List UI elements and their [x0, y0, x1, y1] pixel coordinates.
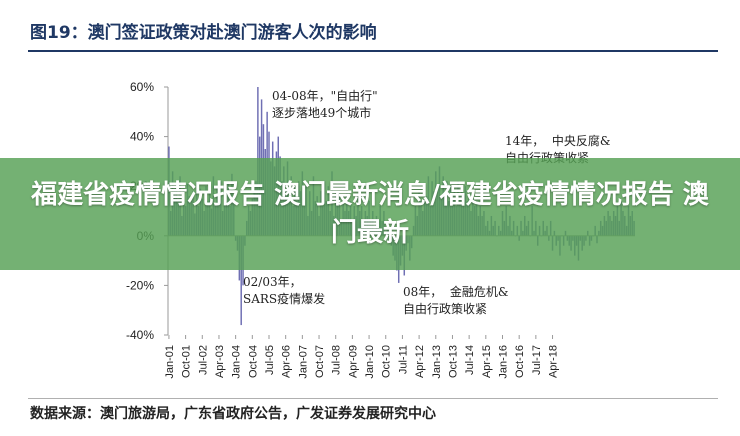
- x-tick-label: Jan-04: [231, 345, 243, 379]
- x-tick-label: Oct-13: [448, 345, 460, 378]
- x-tick-label: Jan-01: [164, 345, 176, 379]
- x-tick-label: Oct-16: [514, 345, 526, 378]
- title-divider: [28, 50, 718, 52]
- x-tick-label: Jul-02: [197, 345, 209, 375]
- x-tick-label: Jan-16: [498, 345, 510, 379]
- x-tick-label: Jan-10: [364, 345, 376, 379]
- y-tick-label: 40%: [130, 130, 154, 144]
- x-tick-label: Oct-10: [381, 345, 393, 378]
- x-tick-label: Apr-09: [347, 345, 359, 378]
- y-tick-label: -20%: [126, 278, 154, 292]
- x-tick-label: Apr-12: [414, 345, 426, 378]
- x-tick-label: Jul-08: [331, 345, 343, 375]
- x-tick-label: Jul-11: [397, 345, 409, 374]
- source-note: 数据来源：澳门旅游局，广东省政府公告，广发证券发展研究中心: [30, 406, 436, 422]
- x-tick-label: Apr-18: [548, 345, 560, 378]
- bar: [240, 235, 242, 326]
- figure-title: 图19：澳门签证政策对赴澳门游客人次的影响: [30, 23, 377, 43]
- x-tick-label: Jul-17: [531, 345, 543, 375]
- x-tick-label: Apr-15: [481, 345, 493, 378]
- overlay-banner: 福建省疫情情况报告 澳门最新消息/福建省疫情情况报告 澳门最新: [0, 158, 740, 270]
- source-divider: [28, 398, 718, 399]
- annotation-free-travel: 04-08年，"自由行" 逐步落地49个城市: [272, 89, 378, 120]
- x-tick-label: Jul-14: [464, 345, 476, 375]
- x-tick-label: Jan-13: [431, 345, 443, 379]
- annotation-financial-crisis: 08年， 金融危机& 自由行政策收紧: [403, 285, 509, 316]
- y-tick-label: -40%: [126, 328, 154, 342]
- y-tick-label: 60%: [130, 80, 154, 94]
- x-tick-label: Apr-03: [214, 345, 226, 378]
- annotation-sars: 02/03年， SARS疫情爆发: [243, 275, 326, 306]
- x-tick-label: Oct-04: [247, 345, 259, 378]
- x-tick-label: Jan-07: [297, 345, 309, 379]
- banner-headline: 福建省疫情情况报告 澳门最新消息/福建省疫情情况报告 澳门最新: [31, 180, 709, 248]
- x-tick-label: Apr-06: [281, 345, 293, 378]
- x-tick-label: Oct-01: [181, 345, 193, 378]
- x-tick-label: Jul-05: [264, 345, 276, 375]
- x-tick-label: Oct-07: [314, 345, 326, 378]
